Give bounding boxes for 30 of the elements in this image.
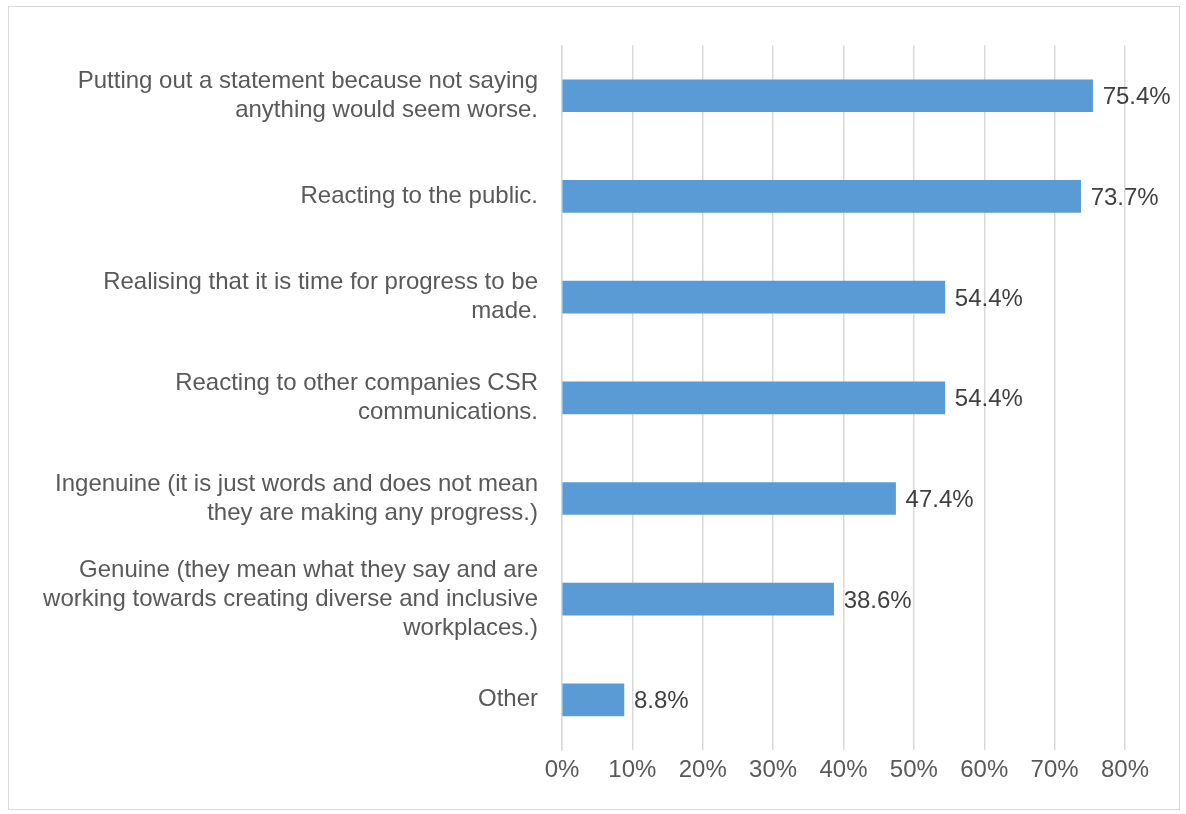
- x-tick-label: 30%: [749, 755, 798, 783]
- data-label: 54.4%: [954, 384, 1023, 412]
- x-tick-label: 10%: [608, 755, 657, 783]
- data-label: 47.4%: [905, 485, 974, 513]
- x-tick-label: 40%: [819, 755, 868, 783]
- y-tick-label: Ingenuine (it is just words and does not mean they are making any progress.): [55, 468, 538, 525]
- bar: [562, 482, 896, 515]
- x-tick-label: 50%: [889, 755, 938, 783]
- y-tick-label: Putting out a statement because not saying anything would seem worse.: [77, 65, 538, 122]
- y-tick-label: Genuine (they mean what they say and are working towards creating diverse and inclusive workplaces.): [42, 555, 538, 640]
- data-label: 75.4%: [1102, 82, 1171, 110]
- x-tick-label: 70%: [1030, 755, 1079, 783]
- data-label: 54.4%: [954, 283, 1023, 311]
- bar: [562, 582, 834, 616]
- x-tick-label: 80%: [1100, 755, 1150, 783]
- x-tick-label: 20%: [678, 755, 727, 783]
- y-tick-label: Reacting to other companies CSR communications.: [175, 368, 538, 424]
- bar: [562, 180, 1081, 213]
- x-tick-label: 60%: [960, 755, 1009, 783]
- y-tick-label: Other: [477, 684, 538, 712]
- y-tick-label: Reacting to the public.: [300, 181, 538, 209]
- x-tick-label: 0%: [544, 755, 580, 783]
- data-label: 8.8%: [633, 686, 689, 714]
- bar: [562, 683, 625, 717]
- bar: [562, 381, 946, 415]
- data-label: 38.6%: [843, 585, 912, 613]
- y-tick-label: Realising that it is time for progress to be made.: [103, 267, 538, 324]
- bar: [562, 79, 1093, 113]
- data-label: 73.7%: [1090, 183, 1159, 211]
- bar: [562, 280, 946, 314]
